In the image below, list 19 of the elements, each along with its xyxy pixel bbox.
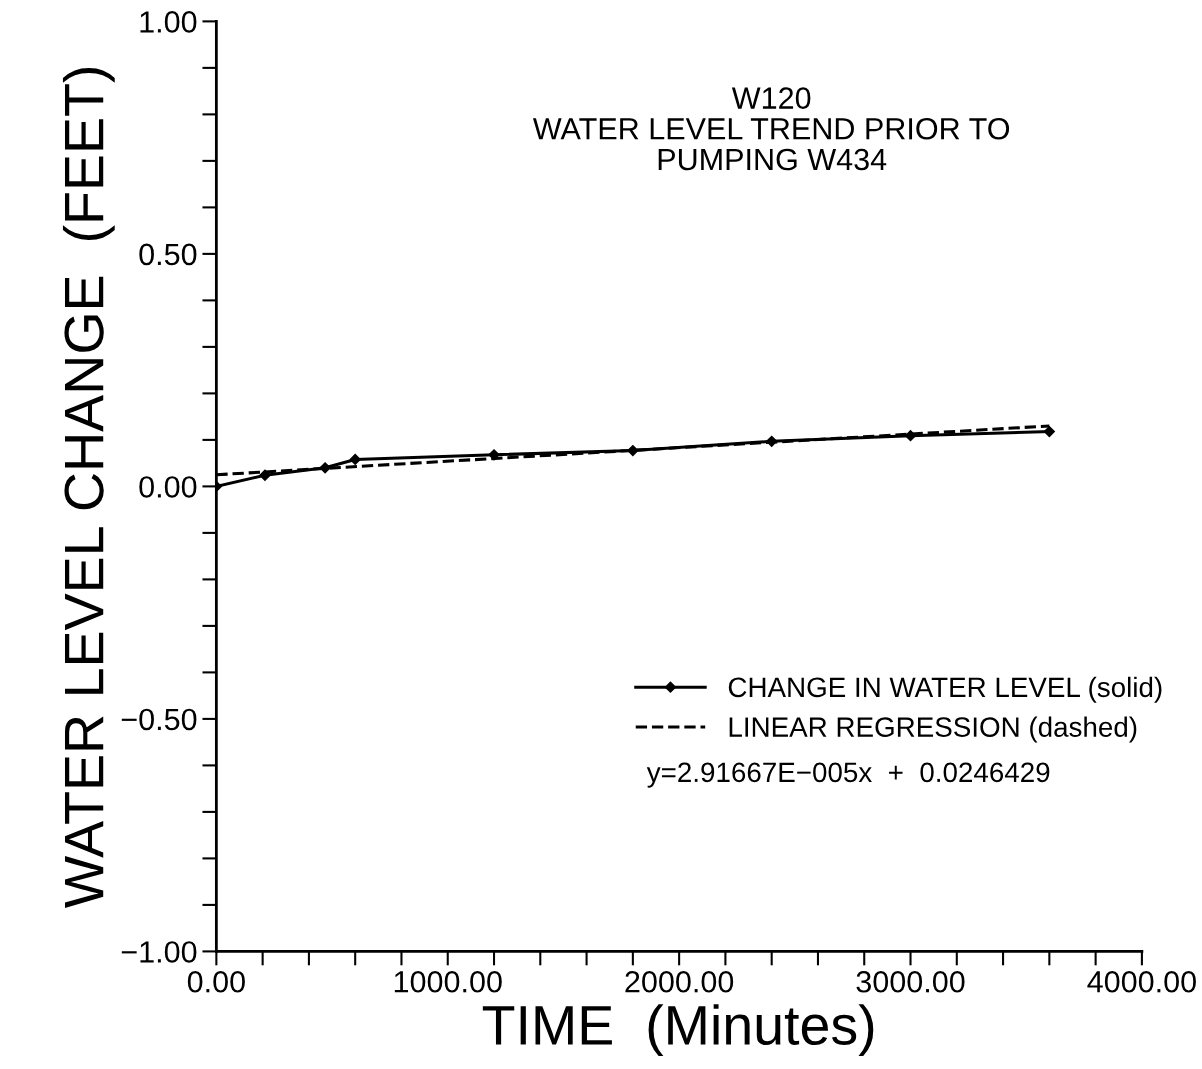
y-tick-label: 0.00 <box>139 476 197 498</box>
legend-label: LINEAR REGRESSION (dashed) <box>729 716 1137 743</box>
point <box>259 469 271 481</box>
x-tick-label: 4000.00 <box>1087 970 1196 993</box>
y-tick-label: −1.00 <box>121 941 197 963</box>
point <box>349 453 361 466</box>
legend-label: CHANGE IN WATER LEVEL (solid) <box>728 676 1162 703</box>
x-tick-label: 1000.00 <box>394 970 502 993</box>
y-axis-title: WATER LEVEL CHANGE (FEET) <box>62 67 115 909</box>
annotation: y=2.91667E−005x + 0.0246429 <box>646 762 1050 788</box>
x-tick-label: 3000.00 <box>856 970 965 993</box>
text: W120 WATER LEVEL TREND PRIOR TO PUMPING W434 <box>532 87 1010 171</box>
x-tick-label: 0.00 <box>187 970 245 993</box>
y-tick-label: 0.50 <box>139 243 197 266</box>
point <box>1043 425 1055 438</box>
y-tick-label: 1.00 <box>140 11 197 33</box>
x-axis-title: TIME (Minutes) <box>482 1004 874 1056</box>
y-tick-label: −0.50 <box>121 708 197 731</box>
x-tick-label: 2000.00 <box>625 970 734 993</box>
